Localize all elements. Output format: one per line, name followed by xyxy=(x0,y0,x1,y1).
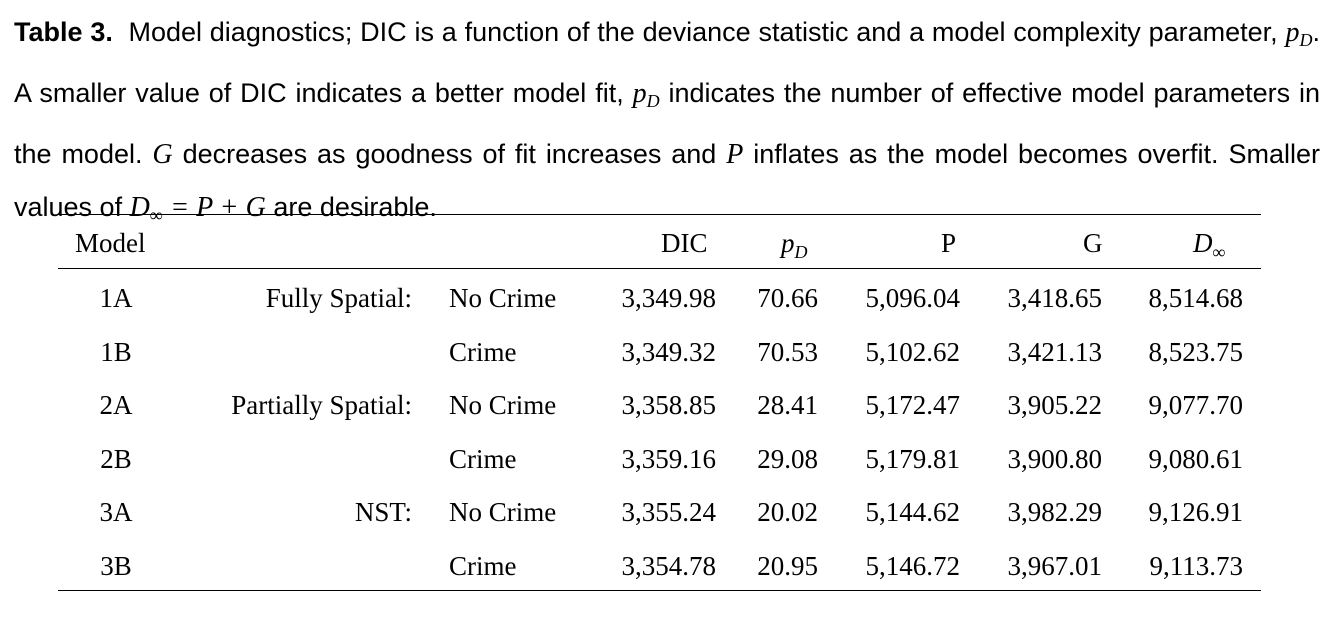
table-caption: Table 3. Model diagnostics; DIC is a fun… xyxy=(14,6,1320,242)
cell-model: 1A xyxy=(99,283,133,313)
cell-pd: 20.02 xyxy=(757,497,818,527)
caption-pd-symbol-2: pD xyxy=(632,78,660,111)
cell-model: 3A xyxy=(99,497,133,527)
cell-pd: 70.53 xyxy=(757,337,818,367)
cell-p: 5,172.47 xyxy=(865,390,961,420)
caption-pd-symbol: pD xyxy=(1285,17,1313,50)
cell-p: 5,102.62 xyxy=(865,337,961,367)
caption-text-4: decreases as goodness of fit increases a… xyxy=(182,139,717,169)
cell-pd: 28.41 xyxy=(757,390,818,420)
cell-dic: 3,349.32 xyxy=(621,337,717,367)
cell-dinf: 8,523.75 xyxy=(1148,337,1244,367)
cell-model: 1B xyxy=(100,337,132,367)
cell-p: 5,144.62 xyxy=(865,497,961,527)
caption-label: Table 3. xyxy=(14,17,113,47)
cell-dic: 3,355.24 xyxy=(621,497,717,527)
cell-g: 3,905.22 xyxy=(1007,390,1103,420)
cell-dic: 3,349.98 xyxy=(621,283,717,313)
cell-crime: Crime xyxy=(449,337,517,367)
cell-pd: 20.95 xyxy=(757,551,818,581)
caption-p-symbol: P xyxy=(726,139,744,170)
header-g: G xyxy=(1083,228,1103,258)
cell-crime: Crime xyxy=(449,551,517,581)
cell-dic: 3,359.16 xyxy=(621,444,717,474)
cell-pd: 70.66 xyxy=(757,283,818,313)
cell-group: NST: xyxy=(354,497,412,527)
header-pd: pD xyxy=(781,228,808,262)
cell-dinf: 9,080.61 xyxy=(1148,444,1244,474)
table-top-rule xyxy=(58,214,1261,215)
table-bottom-rule xyxy=(58,590,1261,591)
caption-text-1: Model diagnostics; DIC is a function of … xyxy=(128,17,1278,47)
cell-dic: 3,358.85 xyxy=(621,390,717,420)
cell-crime: No Crime xyxy=(449,390,557,420)
cell-g: 3,982.29 xyxy=(1007,497,1103,527)
caption-text-5: inflates as the model becomes overfit. S… xyxy=(14,139,1320,222)
cell-crime: Crime xyxy=(449,444,517,474)
caption-dinf-symbol: D∞ xyxy=(129,192,163,225)
cell-dic: 3,354.78 xyxy=(621,551,717,581)
caption-text-3: indicates the number of effective model … xyxy=(14,78,1320,169)
cell-model: 2B xyxy=(100,444,132,474)
cell-g: 3,900.80 xyxy=(1007,444,1103,474)
cell-pd: 29.08 xyxy=(757,444,818,474)
caption-text-6: are desirable. xyxy=(273,192,437,222)
header-p: P xyxy=(941,228,957,258)
caption-g-symbol: G xyxy=(152,139,173,170)
cell-dinf: 8,514.68 xyxy=(1148,283,1244,313)
cell-p: 5,096.04 xyxy=(865,283,961,313)
cell-p: 5,146.72 xyxy=(865,551,961,581)
cell-group: Fully Spatial: xyxy=(265,283,412,313)
cell-g: 3,421.13 xyxy=(1007,337,1103,367)
header-model: Model xyxy=(75,228,146,258)
table-header-rule xyxy=(58,268,1261,269)
cell-model: 3B xyxy=(100,551,132,581)
cell-crime: No Crime xyxy=(449,283,557,313)
cell-dinf: 9,113.73 xyxy=(1149,551,1244,581)
header-dinf: D∞ xyxy=(1193,228,1226,262)
header-dic: DIC xyxy=(661,228,708,258)
cell-model: 2A xyxy=(99,390,133,420)
caption-text-2: . A smaller value of DIC indicates a bet… xyxy=(14,17,1320,108)
cell-g: 3,967.01 xyxy=(1007,551,1103,581)
caption-dinf-equation: = P + G xyxy=(170,192,266,223)
cell-dinf: 9,077.70 xyxy=(1148,390,1244,420)
cell-dinf: 9,126.91 xyxy=(1148,497,1244,527)
cell-p: 5,179.81 xyxy=(865,444,961,474)
cell-g: 3,418.65 xyxy=(1007,283,1103,313)
cell-group: Partially Spatial: xyxy=(231,390,412,420)
cell-crime: No Crime xyxy=(449,497,557,527)
